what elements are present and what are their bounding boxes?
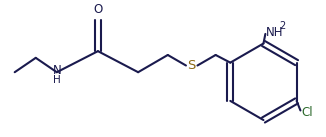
Text: S: S — [187, 59, 196, 72]
Text: O: O — [93, 3, 103, 16]
Text: 2: 2 — [279, 21, 286, 31]
Text: NH: NH — [265, 25, 283, 38]
Text: H: H — [53, 75, 61, 85]
Text: N: N — [52, 64, 61, 77]
Text: Cl: Cl — [302, 106, 313, 119]
